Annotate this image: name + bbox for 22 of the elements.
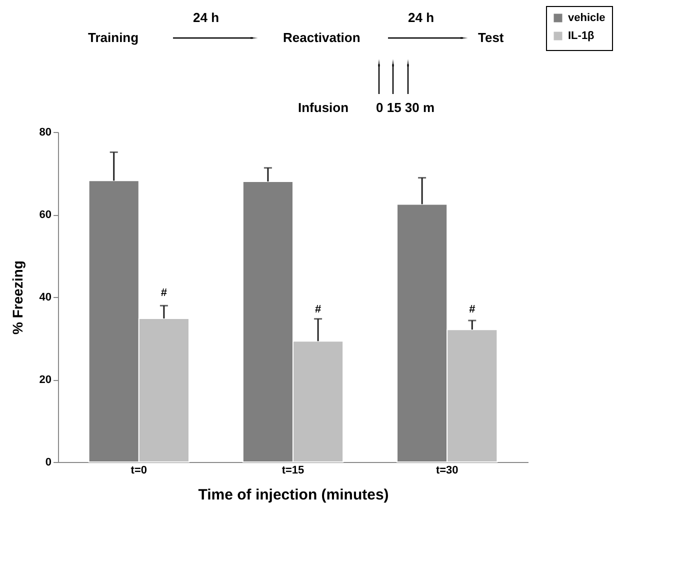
annotation: # xyxy=(469,303,476,316)
annotation: # xyxy=(314,303,322,316)
text: Test xyxy=(478,30,504,45)
y-tick-label: 60 xyxy=(39,209,52,221)
x-tick-label: t=30 xyxy=(436,464,458,476)
text: Training xyxy=(88,30,139,45)
y-tick-label: 80 xyxy=(39,126,52,138)
text: Reactivation xyxy=(283,30,360,45)
legend-label: IL-1β xyxy=(568,30,595,42)
y-tick-label: 40 xyxy=(39,292,52,304)
y-tick-label: 0 xyxy=(45,456,52,468)
y-axis-title: % Freezing xyxy=(9,260,26,334)
text: 0 15 30 m xyxy=(376,100,435,115)
x-tick-label: t=15 xyxy=(282,464,304,476)
x-tick-label: t=0 xyxy=(130,464,148,476)
text: Infusion xyxy=(298,100,349,115)
y-tick-label: 20 xyxy=(39,374,52,386)
text: 24 h xyxy=(193,10,220,25)
annotation: # xyxy=(160,286,168,299)
legend-label: vehicle xyxy=(568,12,606,24)
text: 24 h xyxy=(408,10,434,25)
x-axis-title: Time of injection (minutes) xyxy=(198,486,389,504)
